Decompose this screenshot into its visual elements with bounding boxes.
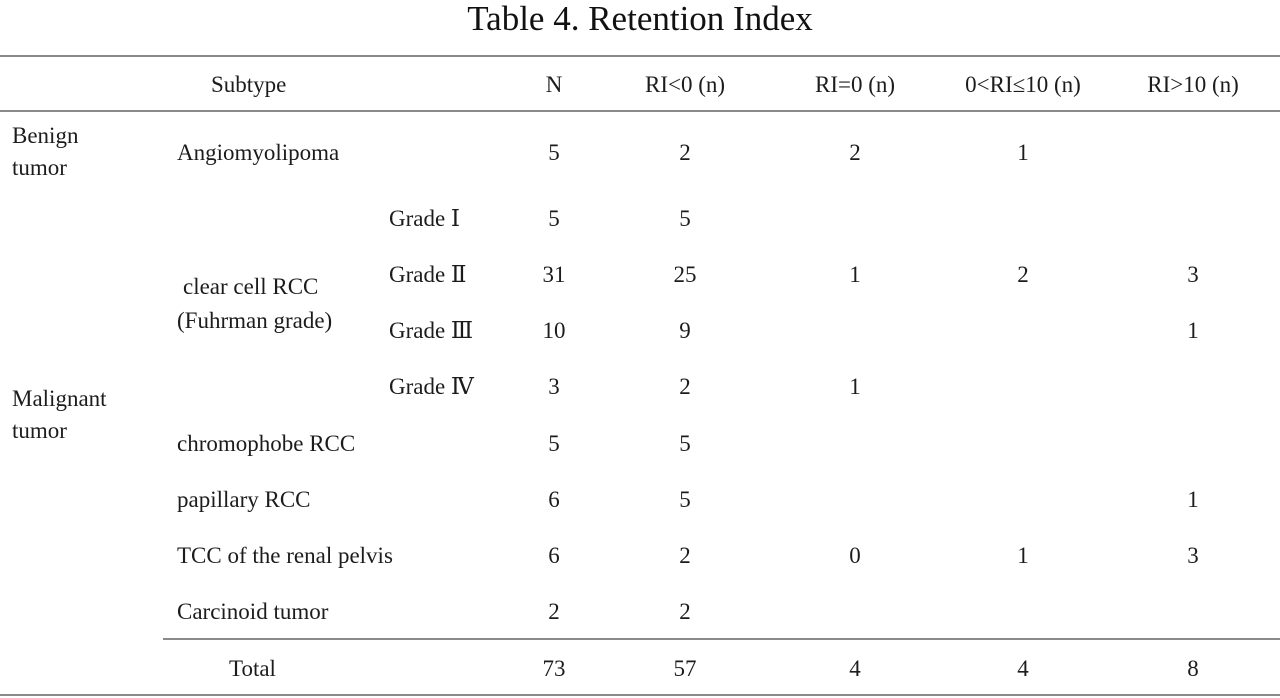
header-ri-eq0: RI=0 (n) xyxy=(814,72,896,97)
row-ri-lt0: 5 xyxy=(679,206,691,231)
clear-cell-line: (Fuhrman grade) xyxy=(177,308,333,333)
row-ri-gt10: 3 xyxy=(1187,543,1199,568)
group-label-line: Malignant xyxy=(12,386,107,411)
row-n: 3 xyxy=(548,374,560,399)
row-ri-0-10: 2 xyxy=(1017,262,1029,287)
total-n: 73 xyxy=(542,656,566,681)
row-ri-lt0: 9 xyxy=(679,318,691,343)
table-title: Table 4. Retention Index xyxy=(467,0,813,38)
total-ri-eq0: 4 xyxy=(849,656,861,681)
row-ri-lt0: 5 xyxy=(679,487,691,512)
bottom-rule xyxy=(0,694,1280,696)
total-ri-0-10: 4 xyxy=(1017,656,1029,681)
row-n: 5 xyxy=(548,431,560,456)
group-label-malignant: Malignant tumor xyxy=(12,383,107,447)
header-subtype: Subtype xyxy=(211,72,287,97)
row-ri-gt10: 1 xyxy=(1187,487,1199,512)
row-subtype: chromophobe RCC xyxy=(177,431,356,456)
row-ri-lt0: 2 xyxy=(679,374,691,399)
row-subtype: Carcinoid tumor xyxy=(177,599,329,624)
row-n: 2 xyxy=(548,599,560,624)
group-label-line: Benign xyxy=(12,123,79,148)
row-grade: Grade Ⅱ xyxy=(389,262,467,287)
row-n: 31 xyxy=(542,262,566,287)
total-label: Total xyxy=(229,656,276,681)
clear-cell-line: clear cell RCC xyxy=(183,274,319,299)
total-ri-lt0: 57 xyxy=(673,656,697,681)
row-n: 5 xyxy=(548,206,560,231)
total-ri-gt10: 8 xyxy=(1187,656,1199,681)
header-n: N xyxy=(545,72,563,97)
row-ri-gt10: 1 xyxy=(1187,318,1199,343)
row-ri-0-10: 1 xyxy=(1017,543,1029,568)
row-ri-eq0: 0 xyxy=(849,543,861,568)
row-ri-eq0: 1 xyxy=(849,262,861,287)
row-ri-lt0: 2 xyxy=(679,599,691,624)
row-n: 10 xyxy=(542,318,566,343)
top-rule xyxy=(0,55,1280,57)
row-ri-0-10: 1 xyxy=(1017,140,1029,165)
row-grade: Grade Ⅳ xyxy=(389,374,474,399)
row-grade: Grade Ⅰ xyxy=(389,206,461,231)
row-ri-lt0: 5 xyxy=(679,431,691,456)
row-ri-lt0: 25 xyxy=(673,262,697,287)
row-n: 6 xyxy=(548,543,560,568)
clear-cell-rcc-label: clear cell RCC (Fuhrman grade) xyxy=(177,270,332,338)
row-grade: Grade Ⅲ xyxy=(389,318,474,343)
row-ri-eq0: 1 xyxy=(849,374,861,399)
header-ri-0-10: 0<RI≤10 (n) xyxy=(965,72,1081,97)
group-label-line: tumor xyxy=(12,418,67,443)
total-rule xyxy=(163,638,1280,640)
row-ri-eq0: 2 xyxy=(849,140,861,165)
header-ri-lt0: RI<0 (n) xyxy=(644,72,726,97)
group-label-benign: Benign tumor xyxy=(12,120,78,184)
group-label-line: tumor xyxy=(12,155,67,180)
row-ri-lt0: 2 xyxy=(679,140,691,165)
row-n: 5 xyxy=(548,140,560,165)
row-ri-gt10: 3 xyxy=(1187,262,1199,287)
row-subtype: papillary RCC xyxy=(177,487,311,512)
header-ri-gt10: RI>10 (n) xyxy=(1147,72,1239,97)
row-subtype: Angiomyolipoma xyxy=(177,140,340,165)
row-n: 6 xyxy=(548,487,560,512)
header-rule xyxy=(0,110,1280,112)
row-ri-lt0: 2 xyxy=(679,543,691,568)
row-subtype: TCC of the renal pelvis xyxy=(177,543,393,568)
